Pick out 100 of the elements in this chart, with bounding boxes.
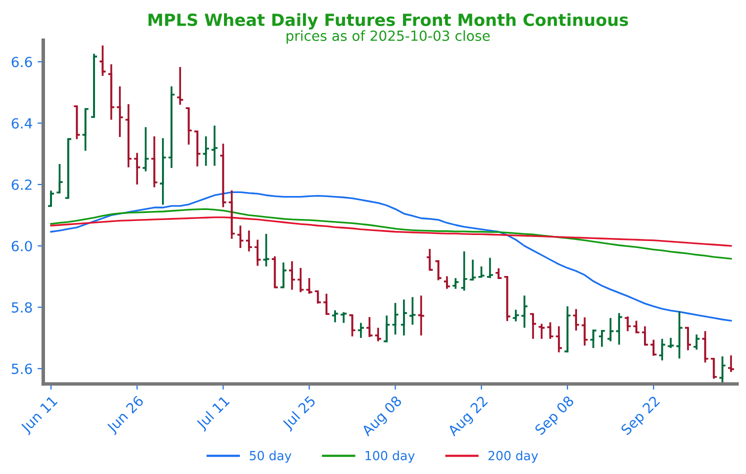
candlestick [262,232,270,268]
candlestick [245,230,253,252]
candlestick [391,302,400,336]
candlestick [331,309,339,324]
line-series [50,191,732,322]
candlestick [254,238,262,267]
candlestick [64,138,72,199]
candlestick [210,124,218,167]
candlestick [666,337,675,349]
candlestick [460,250,468,292]
x-tick-label: Jul 11 [195,395,232,432]
candlestick [632,320,640,334]
candlestick [443,275,451,290]
candlestick [408,296,416,326]
candlestick [236,224,244,249]
y-tick-label: 6.6 [12,56,32,68]
candlestick [701,330,710,364]
candlestick [296,267,305,294]
candlestick [184,107,193,146]
candlestick [486,256,494,279]
legend-label: 200 day [488,450,538,463]
candlestick [356,322,365,339]
candlestick [529,313,537,340]
candlestick [400,298,408,336]
candlestick [374,326,382,342]
candlestick [90,52,98,118]
candlestick [340,311,348,324]
candlestick [572,308,580,332]
line-series [50,208,732,260]
candlestick [692,334,701,350]
candlestick [615,312,624,346]
x-tick-label: Sep 08 [534,395,576,438]
candlestick [82,108,90,152]
x-tick-label: Sep 22 [620,396,662,438]
candlestick [228,189,236,240]
candlestick [124,103,132,168]
candlestick [580,316,589,346]
candlestick [193,130,202,168]
chart-title: MPLS Wheat Daily Futures Front Month Continuous [148,13,628,30]
candlestick [280,262,288,288]
y-tick-label: 5.8 [12,302,32,313]
candlestick [710,358,718,380]
candlestick [546,321,554,340]
candlestick [288,260,296,291]
candlestick [116,85,124,138]
candlestick [434,259,442,282]
candlestick [322,292,330,316]
candlestick [658,338,666,362]
candlestick [107,63,116,121]
candlestick [512,308,520,322]
candlestick [641,325,649,346]
x-tick-label: Jun 26 [106,395,146,436]
candlestick [538,322,546,340]
candlestick [202,135,210,167]
y-tick-label: 6.0 [12,240,32,252]
candlestick [727,354,735,373]
candlestick [426,248,434,271]
candlestick [56,163,64,194]
candlestick [624,316,632,332]
candlestick [477,266,486,278]
candlestick [366,316,374,338]
candlestick [133,152,142,186]
legend-label: 100 day [366,450,415,463]
candlestick [520,294,528,329]
x-tick-label: Aug 08 [360,395,404,439]
legend-label: 50 day [250,450,292,463]
candlestick [270,255,279,288]
x-tick-label: Jun 11 [20,396,60,436]
y-tick-label: 6.4 [12,118,32,129]
candlestick [98,44,107,77]
candlestick [554,325,563,354]
candlestick [150,135,158,188]
candlestick [503,275,512,322]
candlestick [314,290,322,304]
candlestick [675,310,684,360]
candlestick [452,277,460,290]
candlestick [564,305,572,354]
candlestick [219,142,228,208]
candlestick [606,317,614,342]
x-tick-label: Aug 22 [446,396,490,439]
candlestick [718,355,726,384]
candlestick [468,258,477,282]
candlestick [650,338,658,357]
candlestick [598,330,606,348]
candlestick [589,328,598,349]
candlestick [348,314,356,338]
candlestick [494,267,503,280]
x-tick-label: Jul 25 [281,395,318,432]
candlestick [168,85,176,169]
candlestick [142,126,150,172]
candlestick [158,137,167,206]
y-tick-label: 6.2 [12,179,32,190]
candlestick [72,104,81,140]
candlestick [382,314,391,344]
line-series [50,216,732,247]
chart-subtitle: prices as of 2025-10-03 close [286,30,490,44]
candlestick [47,190,55,207]
candlestick [176,66,184,106]
candlestick [684,326,692,352]
y-tick-label: 5.6 [12,364,32,374]
